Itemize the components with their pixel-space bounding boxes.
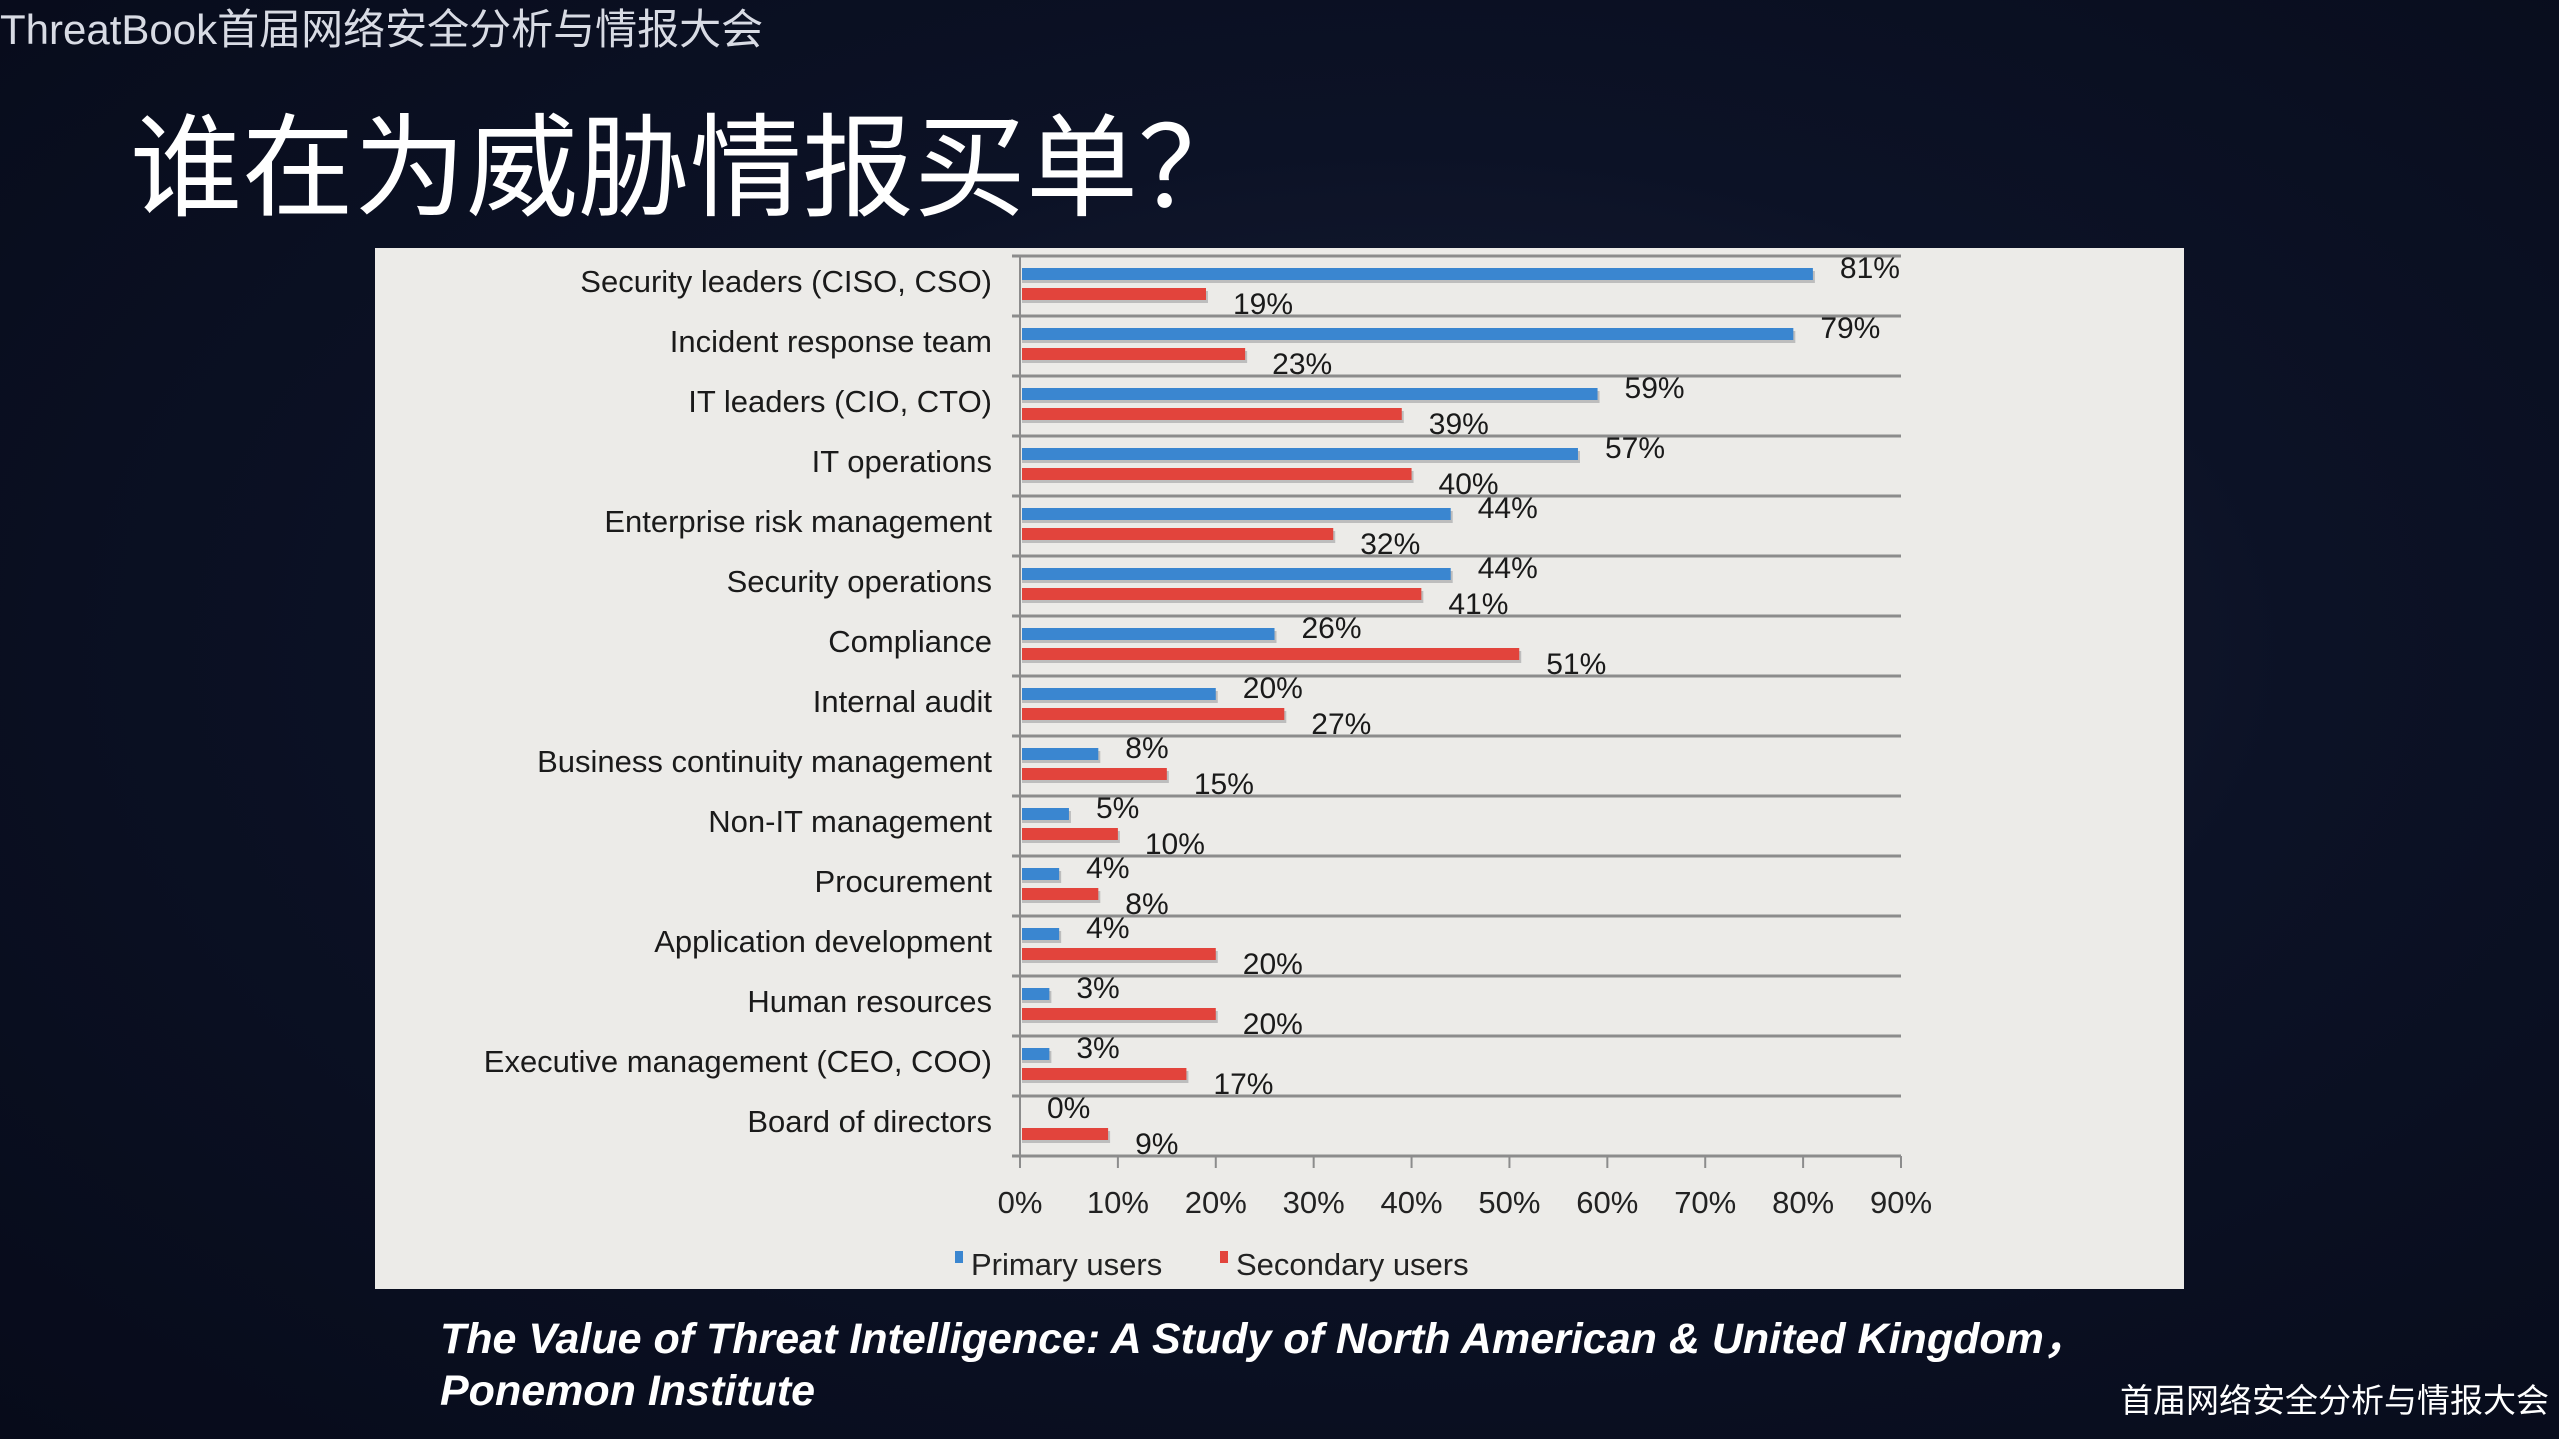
bar-primary bbox=[1022, 928, 1060, 940]
data-label: 4% bbox=[1086, 912, 1129, 945]
category-label: Incident response team bbox=[670, 324, 992, 359]
category-label: IT leaders (CIO, CTO) bbox=[688, 384, 992, 419]
x-tick-label: 10% bbox=[1087, 1185, 1149, 1220]
legend-swatch bbox=[955, 1251, 963, 1263]
x-tick-label: 70% bbox=[1674, 1185, 1736, 1220]
bar-secondary bbox=[1022, 408, 1402, 420]
bar-primary bbox=[1022, 688, 1216, 700]
bar-primary bbox=[1022, 448, 1578, 460]
data-label: 5% bbox=[1096, 792, 1139, 825]
data-label: 51% bbox=[1546, 648, 1606, 681]
data-label: 41% bbox=[1448, 588, 1508, 621]
data-label: 8% bbox=[1125, 888, 1168, 921]
category-label: Application development bbox=[654, 924, 992, 959]
bar-primary bbox=[1022, 808, 1069, 820]
bar-secondary bbox=[1022, 648, 1520, 660]
bar-secondary bbox=[1022, 588, 1422, 600]
data-label: 81% bbox=[1840, 252, 1900, 285]
bar-secondary bbox=[1022, 948, 1216, 960]
x-tick-label: 80% bbox=[1772, 1185, 1834, 1220]
data-label: 27% bbox=[1311, 708, 1371, 741]
bar-secondary bbox=[1022, 1068, 1187, 1080]
bar-chart: 0% 10% 20% 30% 40% 50% 60% 70% 80% 90% Security le… bbox=[484, 252, 1932, 1282]
data-label: 57% bbox=[1605, 432, 1665, 465]
legend-label: Secondary users bbox=[1236, 1247, 1469, 1282]
bar-primary bbox=[1022, 508, 1451, 520]
bar-secondary bbox=[1022, 288, 1206, 300]
category-label: Security leaders (CISO, CSO) bbox=[580, 264, 992, 299]
bar-secondary bbox=[1022, 708, 1285, 720]
data-label: 44% bbox=[1478, 552, 1538, 585]
data-label: 4% bbox=[1086, 852, 1129, 885]
bar-primary bbox=[1022, 568, 1451, 580]
citation: The Value of Threat Intelligence: A Stud… bbox=[440, 1313, 2087, 1417]
x-tick-label: 50% bbox=[1478, 1185, 1540, 1220]
bar-primary bbox=[1022, 748, 1099, 760]
data-label: 0% bbox=[1047, 1092, 1090, 1125]
bar-secondary bbox=[1022, 1128, 1109, 1140]
bar-secondary bbox=[1022, 528, 1334, 540]
legend-label: Primary users bbox=[971, 1247, 1162, 1282]
data-label: 39% bbox=[1429, 408, 1489, 441]
x-tick-label: 30% bbox=[1283, 1185, 1345, 1220]
citation-line-2: Ponemon Institute bbox=[440, 1367, 816, 1415]
category-label: Enterprise risk management bbox=[604, 504, 992, 539]
bar-secondary bbox=[1022, 888, 1099, 900]
data-label: 26% bbox=[1302, 612, 1362, 645]
data-label: 23% bbox=[1272, 348, 1332, 381]
category-label: Internal audit bbox=[813, 684, 993, 719]
data-label: 40% bbox=[1439, 468, 1499, 501]
data-label: 20% bbox=[1243, 948, 1303, 981]
bar-primary bbox=[1022, 328, 1794, 340]
x-tick-label: 60% bbox=[1576, 1185, 1638, 1220]
bar-primary bbox=[1022, 988, 1050, 1000]
bar-primary bbox=[1022, 868, 1060, 880]
data-label: 3% bbox=[1076, 972, 1119, 1005]
bar-primary bbox=[1022, 1048, 1050, 1060]
category-label: Executive management (CEO, COO) bbox=[484, 1044, 992, 1079]
bar-secondary bbox=[1022, 828, 1118, 840]
bar-secondary bbox=[1022, 768, 1167, 780]
data-label: 8% bbox=[1125, 732, 1168, 765]
data-label: 59% bbox=[1625, 372, 1685, 405]
bar-secondary bbox=[1022, 348, 1246, 360]
data-label: 20% bbox=[1243, 672, 1303, 705]
chart-panel: 0% 10% 20% 30% 40% 50% 60% 70% 80% 90% Security le… bbox=[375, 248, 2184, 1289]
category-label: Human resources bbox=[747, 984, 992, 1019]
bar-secondary bbox=[1022, 1008, 1216, 1020]
data-label: 9% bbox=[1135, 1128, 1178, 1161]
x-tick-label: 40% bbox=[1381, 1185, 1443, 1220]
bar-primary bbox=[1022, 628, 1275, 640]
bar-secondary bbox=[1022, 468, 1412, 480]
category-label: Compliance bbox=[828, 624, 992, 659]
data-label: 19% bbox=[1233, 288, 1293, 321]
legend-swatch bbox=[1220, 1251, 1228, 1263]
event-header: ThreatBook首届网络安全分析与情报大会 bbox=[0, 6, 764, 53]
x-tick-label: 20% bbox=[1185, 1185, 1247, 1220]
category-label: IT operations bbox=[812, 444, 992, 479]
data-label: 44% bbox=[1478, 492, 1538, 525]
slide-title: 谁在为威胁情报买单？ bbox=[130, 104, 1250, 234]
category-label: Non-IT management bbox=[708, 804, 992, 839]
data-label: 79% bbox=[1820, 312, 1880, 345]
bar-primary bbox=[1022, 268, 1813, 280]
bar-primary bbox=[1022, 388, 1598, 400]
category-label: Business continuity management bbox=[537, 744, 992, 779]
category-label: Security operations bbox=[727, 564, 992, 599]
data-label: 15% bbox=[1194, 768, 1254, 801]
data-label: 3% bbox=[1076, 1032, 1119, 1065]
citation-line-1: The Value of Threat Intelligence: A Stud… bbox=[440, 1315, 2087, 1363]
data-label: 20% bbox=[1243, 1008, 1303, 1041]
x-tick-label: 0% bbox=[998, 1185, 1043, 1220]
category-label: Procurement bbox=[815, 864, 993, 899]
data-label: 32% bbox=[1360, 528, 1420, 561]
data-label: 10% bbox=[1145, 828, 1205, 861]
footer-text: 首届网络安全分析与情报大会 bbox=[2120, 1381, 2549, 1420]
category-label: Board of directors bbox=[747, 1104, 992, 1139]
x-tick-label: 90% bbox=[1870, 1185, 1932, 1220]
data-label: 17% bbox=[1213, 1068, 1273, 1101]
